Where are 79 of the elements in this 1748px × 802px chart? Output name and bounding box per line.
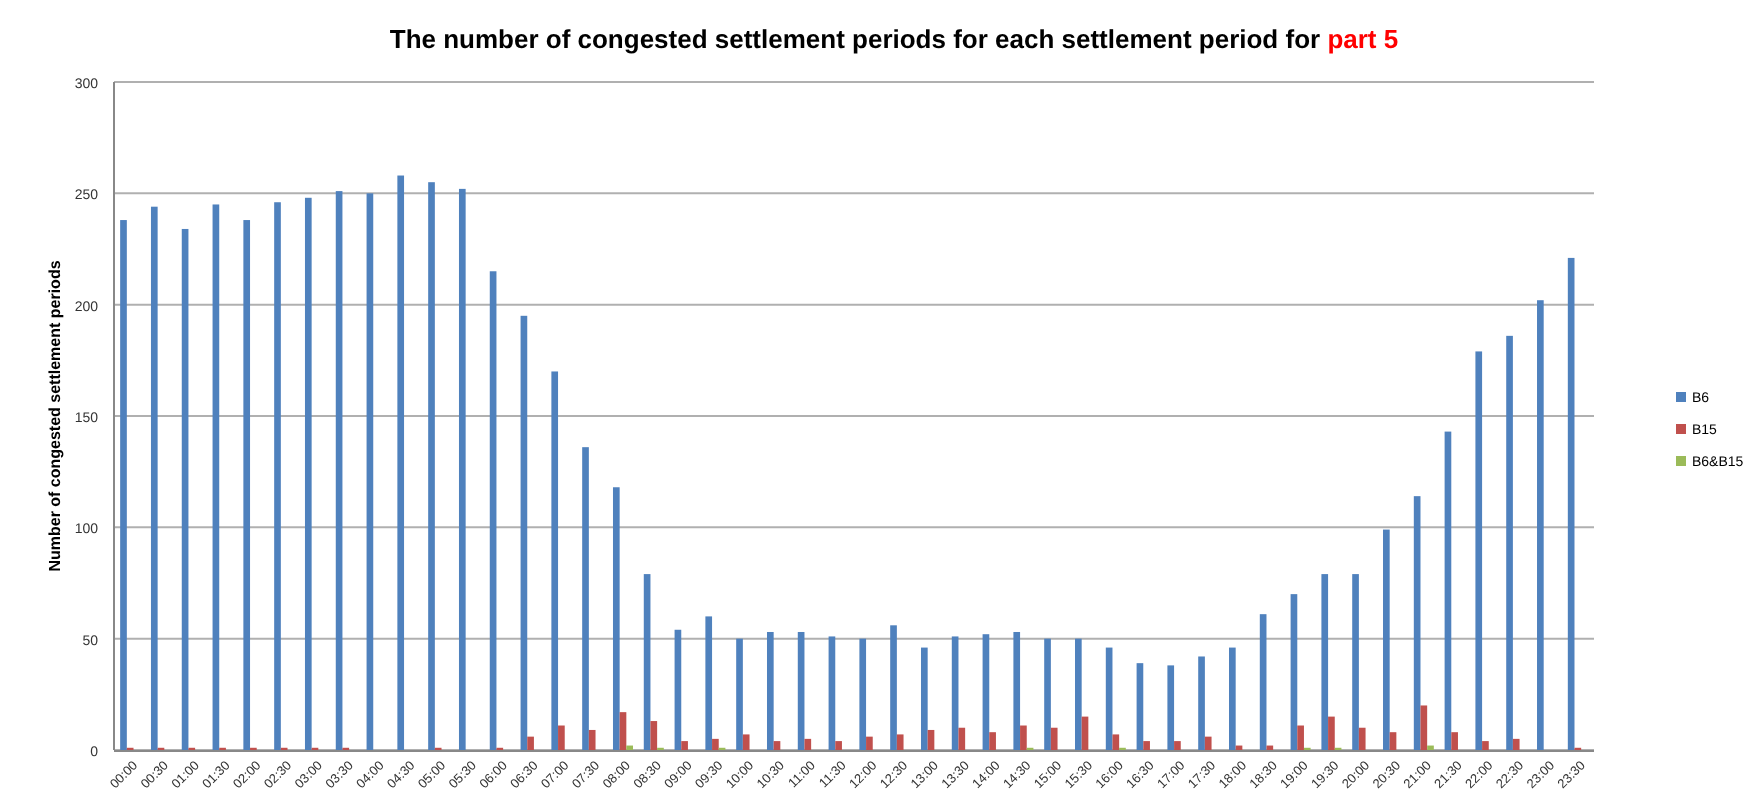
- bar: [181, 228, 189, 750]
- bar: [650, 721, 658, 750]
- bar: [890, 625, 897, 750]
- bar: [896, 734, 904, 750]
- bar: [243, 220, 251, 750]
- bar: [1075, 638, 1082, 750]
- bar: [804, 738, 812, 750]
- bar: [527, 736, 534, 750]
- bar: [1198, 656, 1205, 750]
- bar: [1420, 705, 1428, 750]
- bar: [674, 629, 682, 750]
- bar: [1050, 727, 1058, 750]
- bar: [1204, 736, 1212, 750]
- bar: [1167, 665, 1175, 750]
- bar: [212, 204, 220, 750]
- bar: [582, 447, 589, 750]
- bar: [1229, 647, 1236, 750]
- bar: [835, 741, 842, 750]
- bar: [335, 191, 343, 750]
- bar: [681, 741, 688, 750]
- bar: [1413, 496, 1421, 750]
- bar: [150, 206, 158, 750]
- bar: [643, 574, 651, 750]
- bar: [428, 182, 435, 750]
- bar: [1444, 431, 1452, 750]
- bar: [1328, 716, 1335, 750]
- bar: [1567, 257, 1575, 750]
- bar: [1352, 574, 1359, 750]
- bar: [551, 371, 559, 750]
- bar: [1174, 741, 1181, 750]
- bar: [489, 271, 497, 750]
- bar: [1482, 741, 1489, 750]
- bar: [612, 487, 620, 750]
- bar: [1383, 529, 1390, 750]
- bar: [1389, 732, 1397, 750]
- bar: [866, 736, 873, 750]
- bar: [1451, 732, 1458, 750]
- chart-title: The number of congested settlement periods for each settlement period for part 5: [389, 24, 1399, 54]
- bar: [1044, 638, 1051, 750]
- bar: [742, 734, 750, 750]
- bar: [588, 729, 596, 750]
- bar: [520, 315, 528, 750]
- bar: [712, 738, 719, 750]
- bar: [958, 727, 966, 750]
- bar: [797, 631, 805, 750]
- bar: [705, 616, 713, 750]
- bar: [120, 220, 127, 750]
- bar: [304, 197, 312, 750]
- bar: [1512, 738, 1520, 750]
- bar: [989, 732, 996, 750]
- bar: [1506, 335, 1513, 750]
- bar: [1297, 725, 1304, 750]
- bar: [1475, 351, 1483, 750]
- bar: [1290, 594, 1298, 750]
- bar: [397, 175, 405, 750]
- bar: [1358, 727, 1366, 750]
- bar: [859, 638, 867, 750]
- bar: [982, 634, 990, 750]
- bar: [1143, 741, 1150, 750]
- bar: [736, 638, 743, 750]
- bar: [1321, 574, 1329, 750]
- bar: [1013, 631, 1021, 750]
- bar: [927, 729, 935, 750]
- bar: [1259, 614, 1267, 750]
- bar: [828, 636, 836, 750]
- y-axis-title: Number of congested settlement periods: [46, 259, 64, 572]
- bar: [920, 647, 928, 750]
- bar: [274, 202, 281, 750]
- bar: [366, 193, 374, 750]
- bar: [773, 741, 781, 750]
- bar: [766, 631, 774, 750]
- bar: [1112, 734, 1120, 750]
- bar: [1136, 663, 1144, 750]
- bar: [951, 636, 959, 750]
- bar: [458, 188, 466, 750]
- bar: [1020, 725, 1027, 750]
- bar: [1537, 300, 1544, 750]
- bar: [558, 725, 565, 750]
- bar: [619, 712, 627, 750]
